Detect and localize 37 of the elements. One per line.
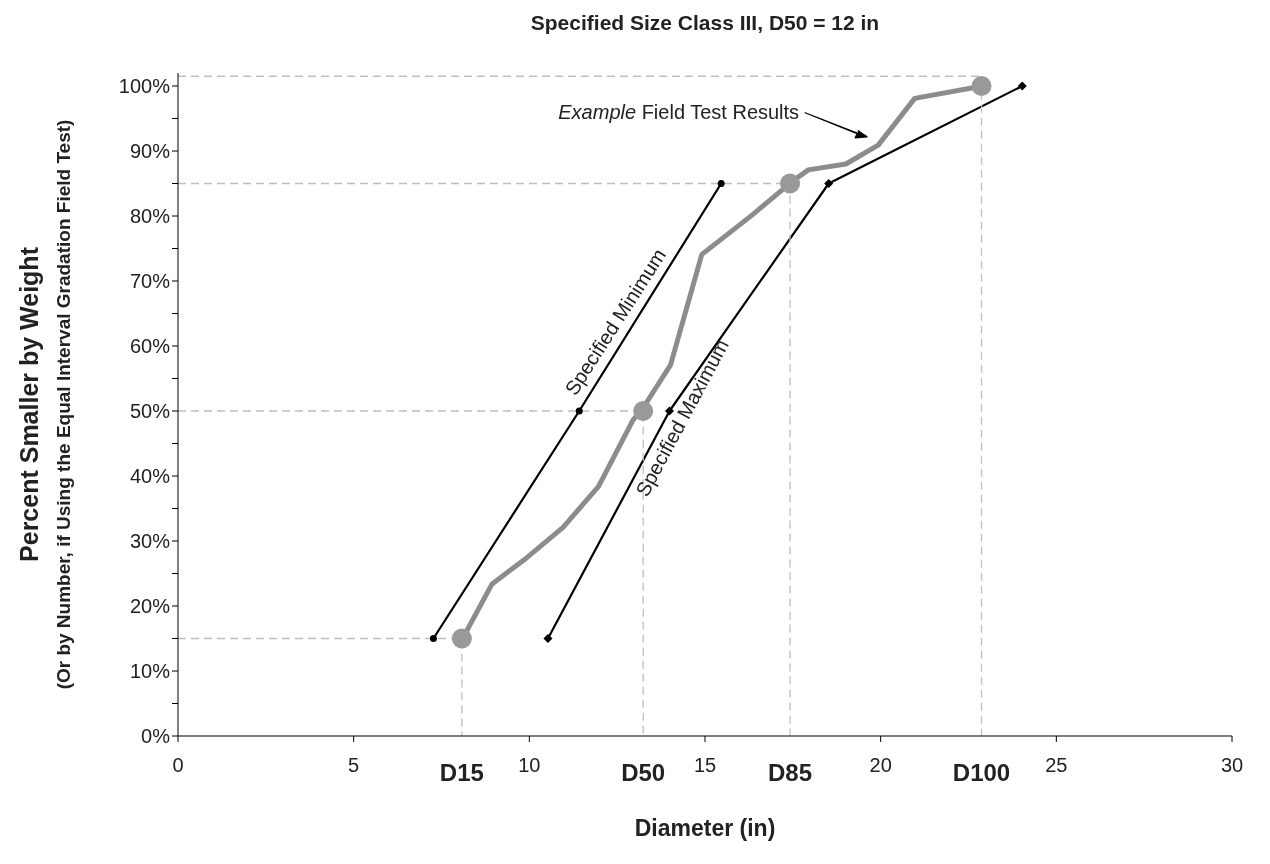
point (633, 401, 654, 421)
annotation: D85 (768, 759, 813, 786)
x-tick-label: 30 (1220, 754, 1244, 777)
y-tick-label: 30% (129, 530, 171, 553)
annotation: D15 (439, 759, 484, 786)
y-tick-label: 70% (129, 270, 171, 293)
point (780, 173, 801, 194)
y-tick-label: 60% (129, 335, 171, 358)
annotation: D100 (952, 759, 1011, 786)
point (575, 407, 583, 415)
y-tick-label: 50% (129, 400, 171, 423)
y-tick-label: 40% (129, 465, 171, 488)
point (971, 76, 992, 96)
y-tick-label: 80% (129, 205, 171, 228)
point (665, 406, 675, 416)
x-tick-label: 5 (348, 754, 360, 777)
x-tick-label: 15 (693, 754, 717, 777)
x-tick-label: 10 (518, 754, 541, 777)
point (717, 180, 725, 187)
point (429, 635, 437, 642)
annotation: Example Field Test Results (558, 100, 800, 123)
point (1017, 81, 1027, 91)
point (543, 634, 553, 643)
y-tick-label: 0% (141, 725, 171, 748)
y-tick-label: 90% (129, 140, 171, 163)
y-tick-label: 100% (118, 75, 171, 98)
point (824, 179, 834, 188)
x-tick-label: 0 (172, 754, 184, 777)
chart-title: Specified Size Class III, D50 = 12 in (530, 11, 880, 34)
y-axis-title: Percent Smaller by Weight (Or by Number, if Using the Equal Interval Gradation Field Test) (15, 119, 74, 690)
y-tick-label: 20% (129, 595, 171, 618)
x-tick-label: 20 (869, 754, 892, 777)
annotation: D50 (621, 759, 666, 786)
point (451, 628, 472, 649)
y-tick-label: 10% (129, 660, 171, 683)
x-tick-label: 25 (1045, 754, 1068, 777)
x-axis-title: Diameter (in) (634, 815, 776, 841)
